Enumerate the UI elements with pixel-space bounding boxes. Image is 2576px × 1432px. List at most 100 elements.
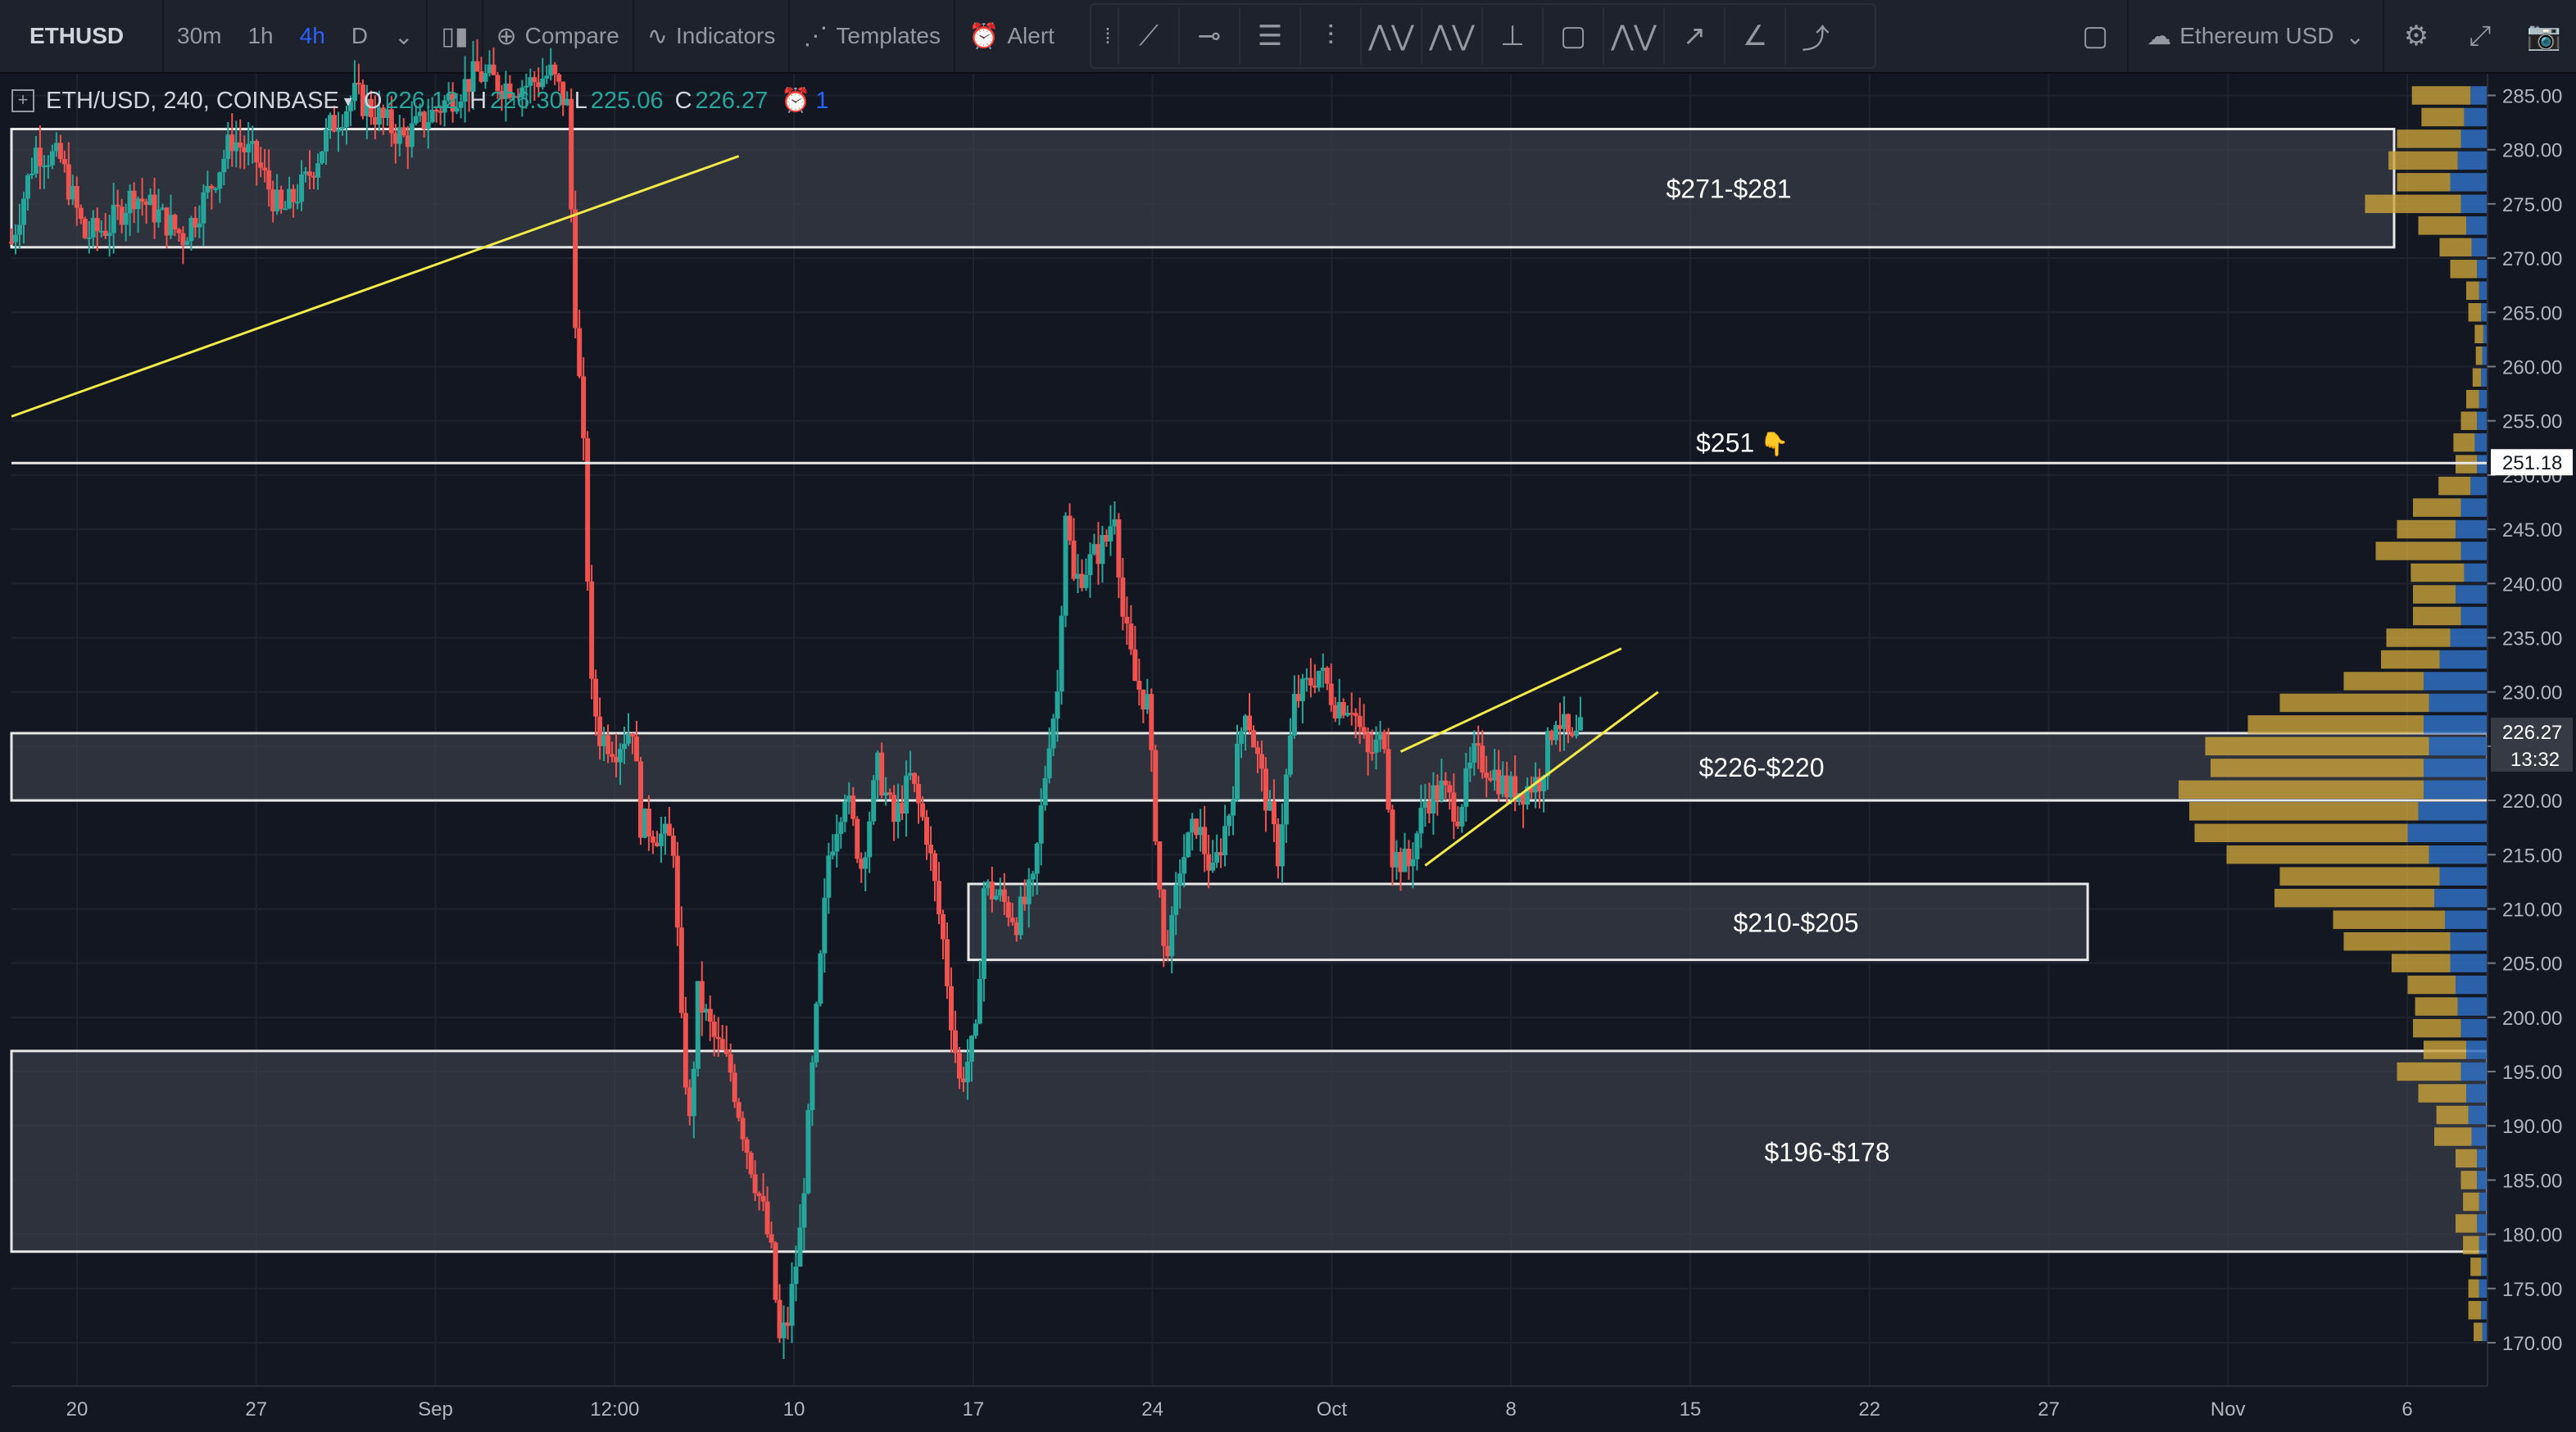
drag-handle-icon[interactable]: ⁞: [1098, 7, 1119, 65]
expand-icon[interactable]: ⤢: [2469, 20, 2492, 52]
candle-body-up: [1291, 694, 1297, 736]
y-tick-label: 235.00: [2502, 628, 2562, 650]
candle-body-down: [1071, 540, 1077, 579]
candle-body-down: [474, 61, 480, 72]
legend-collapse-icon[interactable]: +: [11, 89, 34, 112]
candle-body-up: [188, 218, 194, 242]
currency-dropdown[interactable]: ☁ Ethereum USD ⌄: [2127, 0, 2384, 72]
candle-body-up: [221, 158, 227, 173]
legend-alert-count[interactable]: 1: [815, 87, 829, 114]
alarm-clock-icon: ⏰: [781, 88, 811, 114]
volume-profile-bar-up: [2460, 498, 2488, 517]
arrow-tool-icon[interactable]: ↗: [1665, 7, 1726, 65]
pitchfork-tool-icon[interactable]: ⫶: [1301, 7, 1362, 65]
volume-profile-bar-up: [2429, 736, 2488, 756]
candle-body-down: [666, 823, 672, 836]
indicators-button[interactable]: ∿ Indicators: [634, 0, 789, 72]
candle-body-up: [511, 96, 517, 98]
candle-body-up: [1541, 776, 1547, 791]
candle-body-down: [254, 141, 260, 163]
price-tag-last: [2491, 718, 2573, 746]
candle-body-down: [1149, 694, 1154, 750]
candle-body-up: [1083, 575, 1089, 588]
candle-body-up: [213, 188, 219, 191]
candle-body-up: [1177, 873, 1183, 885]
brush-tool-icon[interactable]: ⤴: [1802, 23, 1830, 55]
y-tick-label: 195.00: [2502, 1062, 2562, 1084]
trendline: [11, 155, 740, 418]
fullscreen-square-icon[interactable]: ▢: [2082, 20, 2109, 52]
x-tick-label: 27: [2038, 1398, 2060, 1421]
candle-body-down: [1476, 743, 1481, 746]
compare-button[interactable]: ⊕ Compare: [483, 0, 633, 72]
x-tick-label: Sep: [418, 1398, 453, 1421]
alert-button[interactable]: ⏰ Alert: [955, 0, 1068, 72]
pattern-ac-tool-icon[interactable]: ⋀⋁: [1604, 7, 1665, 65]
candle-body-up: [1034, 843, 1040, 874]
candle-body-down: [891, 795, 897, 822]
date-range-tool-icon[interactable]: ⊥: [1483, 7, 1544, 65]
volume-profile-bar-down: [2434, 1127, 2472, 1146]
volume-profile-bar-down: [2397, 173, 2451, 192]
y-tick-label: 255.00: [2502, 411, 2562, 433]
candle-body-up: [303, 171, 309, 174]
interval-d[interactable]: D: [351, 23, 369, 48]
candle-body-up: [1439, 780, 1444, 801]
zone-label: $196-$178: [1764, 1137, 1889, 1167]
toolbar-divider: [954, 0, 955, 72]
chart-style-candles-icon[interactable]: ▯▮: [441, 22, 469, 50]
rectangle-tool-icon[interactable]: ▢: [1544, 7, 1604, 65]
candle-body-down: [491, 64, 497, 75]
candle-body-up: [1472, 743, 1477, 763]
zone-label: $210-$205: [1733, 908, 1858, 937]
candle-body-down: [736, 1102, 742, 1118]
candle-body-down: [1165, 945, 1171, 957]
volume-profile-bar-up: [2457, 151, 2488, 170]
candle-body-down: [585, 437, 591, 582]
volume-profile-bar-up: [2481, 1258, 2488, 1276]
candle-body-down: [536, 82, 542, 88]
y-tick-label: 210.00: [2502, 899, 2562, 921]
chevron-down-icon: ⌄: [2345, 23, 2365, 49]
legend-menu-chevron-icon[interactable]: ▾: [343, 92, 352, 111]
candle-body-up: [283, 208, 288, 211]
gear-icon[interactable]: ⚙: [2403, 20, 2429, 52]
candle-body-up: [503, 83, 509, 99]
candle-body-down: [1104, 535, 1109, 542]
candle-body-down: [1398, 852, 1404, 872]
candle-body-down: [172, 215, 178, 230]
volume-profile-bar-down: [2468, 303, 2482, 322]
candle-body-up: [446, 93, 451, 101]
candle-body-down: [1250, 730, 1256, 748]
parallel-channel-tool-icon[interactable]: ☰: [1240, 7, 1301, 65]
interval-4h[interactable]: 4h: [299, 23, 325, 48]
candle-body-down: [952, 1030, 958, 1054]
interval-1h[interactable]: 1h: [247, 23, 274, 48]
candle-body-down: [193, 218, 198, 228]
volume-profile-bar-up: [2483, 324, 2488, 343]
candle-body-down: [1271, 800, 1277, 824]
interval-dropdown-chevron-icon[interactable]: ⌄: [394, 23, 414, 49]
pattern-15-tool-icon[interactable]: ⋀⋁: [1362, 7, 1422, 65]
legend-close: 226.27: [695, 87, 769, 114]
interval-30m[interactable]: 30m: [177, 23, 222, 48]
candle-body-down: [928, 845, 934, 854]
candle-body-up: [981, 888, 986, 979]
candle-body-up: [347, 101, 353, 111]
templates-button[interactable]: ⋰ Templates: [790, 0, 954, 72]
angle-tool-icon[interactable]: ∠: [1726, 7, 1786, 65]
horizontal-ray-tool-icon[interactable]: ⊸: [1180, 7, 1240, 65]
trend-line-tool-icon[interactable]: ⟋: [1119, 7, 1180, 65]
candle-body-down: [57, 143, 63, 160]
pattern-ae-tool-icon[interactable]: ⋀⋁: [1422, 7, 1483, 65]
candle-body-down: [1079, 573, 1085, 588]
y-tick-label: 260.00: [2502, 356, 2562, 378]
candle-body-up: [33, 147, 39, 174]
candle-body-down: [1426, 800, 1432, 813]
camera-icon[interactable]: 📷: [2526, 20, 2562, 52]
candle-body-down: [719, 1039, 725, 1049]
candle-body-up: [1320, 668, 1326, 671]
candle-body-down: [405, 135, 410, 147]
symbol-search-button[interactable]: ETHUSD: [0, 0, 164, 72]
